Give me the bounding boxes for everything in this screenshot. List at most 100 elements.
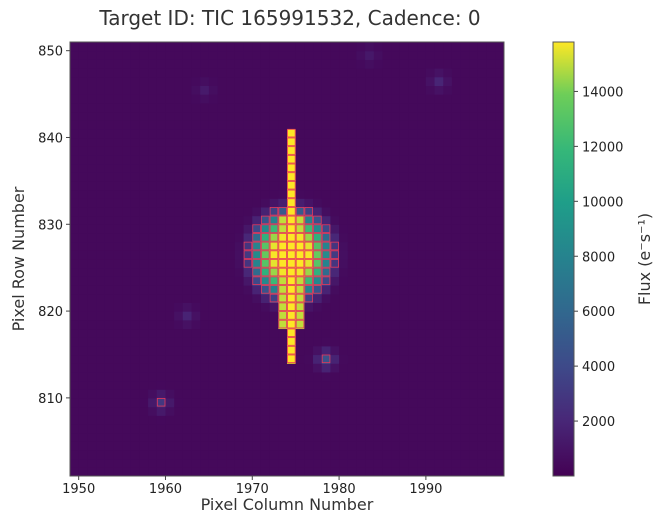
pixel-cell <box>270 302 279 311</box>
pixel-cell <box>122 398 131 407</box>
pixel-cell <box>174 285 183 294</box>
pixel-cell <box>400 77 409 86</box>
pixel-cell <box>200 363 209 372</box>
pixel-cell <box>87 120 96 129</box>
pixel-cell <box>313 389 322 398</box>
pixel-cell <box>435 354 444 363</box>
pixel-cell <box>261 190 270 199</box>
pixel-cell <box>235 164 244 173</box>
pixel-cell <box>218 363 227 372</box>
pixel-cell <box>400 207 409 216</box>
pixel-cell <box>209 354 218 363</box>
pixel-cell <box>79 415 88 424</box>
pixel-cell <box>131 103 140 112</box>
pixel-cell <box>252 164 261 173</box>
pixel-cell <box>417 111 426 120</box>
pixel-cell <box>443 363 452 372</box>
pixel-cell <box>461 407 470 416</box>
pixel-cell <box>79 190 88 199</box>
pixel-cell <box>218 198 227 207</box>
pixel-cell <box>339 407 348 416</box>
pixel-cell <box>122 285 131 294</box>
pixel-cell <box>105 276 114 285</box>
pixel-cell <box>183 372 192 381</box>
pixel-cell <box>348 51 357 60</box>
pixel-cell <box>192 224 201 233</box>
pixel-cell <box>304 407 313 416</box>
pixel-cell <box>374 224 383 233</box>
pixel-cell <box>443 85 452 94</box>
pixel-cell <box>452 85 461 94</box>
pixel-cell <box>174 120 183 129</box>
pixel-cell <box>148 59 157 68</box>
pixel-cell <box>356 111 365 120</box>
pixel-cell <box>96 363 105 372</box>
pixel-cell <box>96 68 105 77</box>
pixel-cell <box>157 276 166 285</box>
pixel-cell <box>374 181 383 190</box>
pixel-cell <box>79 77 88 86</box>
pixel-cell <box>313 181 322 190</box>
pixel-cell <box>139 381 148 390</box>
pixel-cell <box>148 155 157 164</box>
colorbar <box>553 42 574 476</box>
pixel-cell <box>409 381 418 390</box>
pixel-cell <box>409 242 418 251</box>
pixel-cell <box>374 68 383 77</box>
pixel-cell <box>487 242 496 251</box>
pixel-cell <box>252 415 261 424</box>
pixel-cell <box>356 424 365 433</box>
pixel-cell <box>209 268 218 277</box>
pixel-cell <box>487 381 496 390</box>
pixel-cell <box>339 190 348 199</box>
pixel-cell <box>478 328 487 337</box>
pixel-cell <box>461 311 470 320</box>
pixel-cell <box>218 467 227 476</box>
pixel-cell <box>270 346 279 355</box>
pixel-cell <box>461 129 470 138</box>
pixel-cell <box>209 242 218 251</box>
pixel-cell <box>409 198 418 207</box>
pixel-cell <box>218 146 227 155</box>
y-tick-label: 840 <box>38 131 63 146</box>
pixel-cell <box>461 346 470 355</box>
pixel-cell <box>348 346 357 355</box>
pixel-cell <box>122 467 131 476</box>
pixel-cell <box>244 224 253 233</box>
pixel-cell <box>278 51 287 60</box>
pixel-cell <box>235 433 244 442</box>
pixel-cell <box>391 441 400 450</box>
pixel-cell <box>192 302 201 311</box>
pixel-cell <box>487 424 496 433</box>
pixel-cell <box>322 172 331 181</box>
pixel-cell <box>113 224 122 233</box>
pixel-cell <box>200 354 209 363</box>
pixel-cell <box>122 363 131 372</box>
pixel-cell <box>356 77 365 86</box>
pixel-cell <box>209 216 218 225</box>
pixel-cell <box>365 103 374 112</box>
pixel-cell <box>487 276 496 285</box>
pixel-cell <box>400 51 409 60</box>
pixel-cell <box>313 172 322 181</box>
pixel-cell <box>131 354 140 363</box>
pixel-cell <box>87 172 96 181</box>
pixel-cell <box>374 129 383 138</box>
pixel-cell <box>330 224 339 233</box>
pixel-cell <box>270 328 279 337</box>
pixel-cell <box>400 424 409 433</box>
pixel-cell <box>157 172 166 181</box>
pixel-cell <box>452 311 461 320</box>
pixel-cell <box>96 424 105 433</box>
pixel-cell <box>218 346 227 355</box>
pixel-cell <box>382 337 391 346</box>
pixel-cell <box>330 276 339 285</box>
pixel-cell <box>252 94 261 103</box>
pixel-cell <box>270 433 279 442</box>
pixel-cell <box>435 415 444 424</box>
pixel-cell <box>165 233 174 242</box>
pixel-cell <box>443 94 452 103</box>
pixel-cell <box>139 459 148 468</box>
pixel-cell <box>192 328 201 337</box>
pixel-cell <box>409 276 418 285</box>
